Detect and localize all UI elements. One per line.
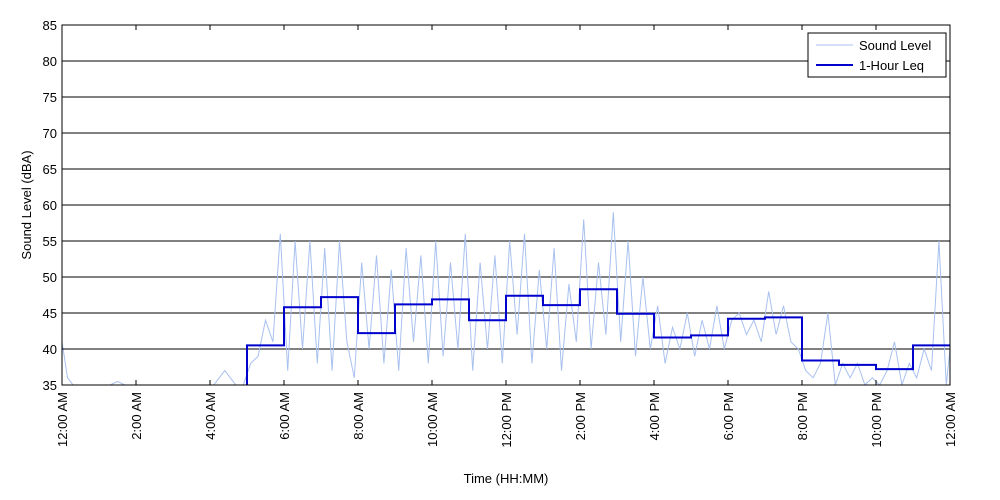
- leq-step-line: [246, 288, 950, 385]
- sound-level-line: [62, 212, 950, 385]
- y-tick-label: 85: [43, 18, 57, 33]
- y-axis-ticks: 35 40 45 50 55 60 65 70 75 80 85: [43, 18, 950, 393]
- y-tick-label: 35: [43, 378, 57, 393]
- y-tick-label: 75: [43, 90, 57, 105]
- x-tick-label: 10:00 AM: [425, 392, 440, 447]
- series-hour-leq: [246, 288, 950, 385]
- y-axis-title: Sound Level (dBA): [19, 150, 34, 259]
- y-tick-label: 70: [43, 126, 57, 141]
- x-tick-label: 8:00 PM: [795, 392, 810, 440]
- legend: Sound Level 1-Hour Leq: [807, 32, 947, 78]
- legend-box: [807, 32, 947, 78]
- y-tick-label: 80: [43, 54, 57, 69]
- x-tick-label: 6:00 AM: [277, 392, 292, 440]
- x-tick-label: 12:00 AM: [55, 392, 70, 447]
- legend-label: Sound Level: [859, 38, 931, 53]
- y-tick-label: 55: [43, 234, 57, 249]
- x-tick-label: 6:00 PM: [721, 392, 736, 440]
- x-tick-label: 12:00 PM: [499, 392, 514, 448]
- x-tick-label: 4:00 PM: [647, 392, 662, 440]
- y-tick-label: 50: [43, 270, 57, 285]
- x-axis-ticks: 12:00 AM 2:00 AM 4:00 AM 6:00 AM 8:00 AM 10:0…: [55, 25, 958, 448]
- y-tick-label: 40: [43, 342, 57, 357]
- x-tick-label: 2:00 PM: [573, 392, 588, 440]
- y-tick-label: 45: [43, 306, 57, 321]
- x-tick-label: 10:00 PM: [869, 392, 884, 448]
- y-tick-label: 60: [43, 198, 57, 213]
- legend-label: 1-Hour Leq: [859, 58, 924, 73]
- x-axis-title: Time (HH:MM): [464, 471, 549, 486]
- y-tick-label: 65: [43, 162, 57, 177]
- x-tick-label: 12:00 AM: [943, 392, 958, 447]
- x-tick-label: 8:00 AM: [351, 392, 366, 440]
- x-tick-label: 2:00 AM: [129, 392, 144, 440]
- series-layer: [62, 212, 950, 385]
- series-sound-level: [62, 212, 950, 385]
- x-tick-label: 4:00 AM: [203, 392, 218, 440]
